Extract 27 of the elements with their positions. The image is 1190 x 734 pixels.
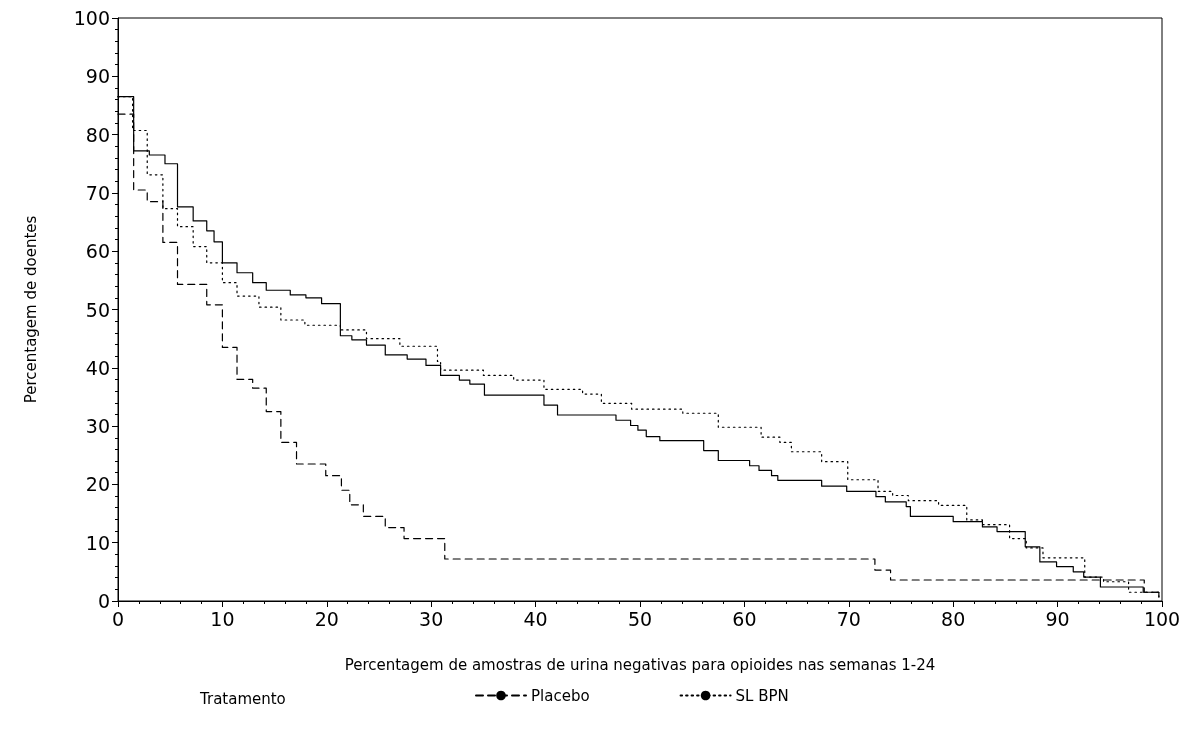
y-axis-title: Percentagem de doentes — [21, 215, 40, 404]
x-tick-label: 80 — [941, 607, 966, 630]
x-tick-label: 70 — [836, 607, 861, 630]
y-tick-label: 100 — [73, 7, 110, 29]
legend-label: Placebo — [531, 686, 590, 705]
y-tick-label: 30 — [85, 415, 110, 438]
x-tick-label: 60 — [732, 607, 757, 630]
y-tick-label: 20 — [85, 473, 110, 496]
legend-title: Tratamento — [199, 689, 286, 708]
y-tick-label: 60 — [85, 240, 110, 263]
x-tick-label: 40 — [523, 607, 548, 630]
y-tick-label: 90 — [85, 65, 110, 88]
x-tick-label: 30 — [419, 607, 444, 630]
x-axis-title: Percentagem de amostras de urina negativas para opioides nas semanas 1-24 — [344, 655, 936, 674]
y-tick-label: 70 — [85, 181, 110, 204]
x-tick-label: 50 — [627, 607, 653, 630]
x-tick-label: 90 — [1045, 607, 1070, 630]
y-tick-label: 10 — [85, 531, 110, 554]
y-tick-label: 50 — [85, 298, 110, 321]
legend-label: SL BPN — [735, 686, 789, 705]
x-tick-label: 0 — [111, 607, 125, 630]
x-tick-label: 20 — [314, 607, 339, 630]
y-tick-label: 0 — [97, 590, 110, 612]
y-tick-label: 40 — [85, 356, 110, 379]
y-tick-label: 80 — [85, 123, 110, 146]
x-tick-label: 100 — [1143, 607, 1181, 630]
x-tick-label: 10 — [210, 607, 235, 630]
